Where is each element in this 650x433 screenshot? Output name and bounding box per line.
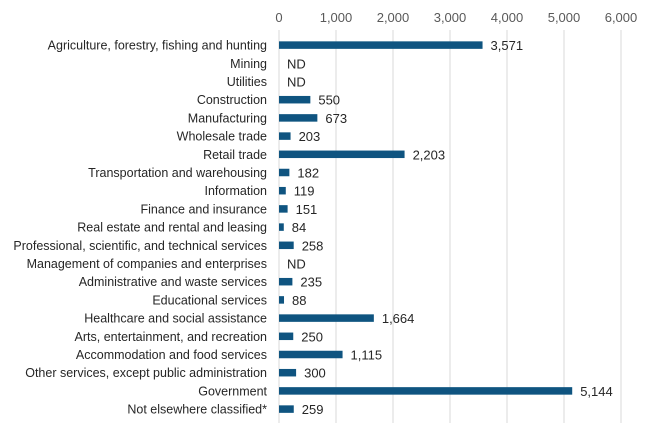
x-tick-label: 2,000: [377, 10, 410, 25]
bar: [279, 95, 311, 104]
category-label: Professional, scientific, and technical …: [13, 239, 267, 253]
bar: [279, 241, 294, 250]
category-label: Manufacturing: [188, 111, 267, 125]
category-label: Educational services: [152, 293, 267, 307]
value-label: 5,144: [580, 384, 613, 399]
x-tick-label: 4,000: [491, 10, 524, 25]
value-label: 2,203: [413, 147, 446, 162]
value-labels: 3,571 ND ND 550 673 203 2,203 182 119 151 84 258 ND 2…: [287, 38, 613, 417]
value-label: 203: [299, 129, 321, 144]
grid-lines: [278, 30, 622, 423]
category-label: Administrative and waste services: [79, 275, 267, 289]
value-label: 182: [297, 166, 319, 181]
bar: [279, 41, 483, 49]
bars: [279, 41, 573, 413]
value-label: ND: [287, 75, 306, 90]
category-label: Not elsewhere classified*: [127, 403, 267, 417]
value-label: 300: [304, 366, 326, 381]
category-label: Utilities: [227, 75, 267, 89]
category-label: Healthcare and social assistance: [84, 312, 267, 326]
value-label: ND: [287, 257, 306, 272]
bar: [279, 387, 573, 395]
bar: [279, 168, 290, 177]
category-label: Retail trade: [203, 148, 267, 162]
category-label: Management of companies and enterprises: [27, 257, 267, 271]
value-label: 151: [296, 202, 318, 217]
bar: [279, 223, 284, 231]
value-label: 250: [301, 329, 323, 344]
category-labels: Agriculture, forestry, fishing and hunti…: [13, 39, 267, 417]
category-label: Wholesale trade: [177, 130, 267, 144]
bar: [279, 132, 291, 140]
category-label: Accommodation and food services: [76, 348, 267, 362]
value-label: 259: [302, 402, 324, 417]
value-label: 1,115: [351, 348, 383, 363]
value-label: 1,664: [382, 311, 415, 326]
value-label: 88: [292, 293, 306, 308]
category-label: Mining: [230, 57, 267, 71]
x-tick-label: 0: [275, 10, 282, 25]
x-tick-label: 5,000: [548, 10, 581, 25]
category-label: Real estate and rental and leasing: [77, 221, 267, 235]
bar: [279, 350, 343, 359]
bar: [279, 405, 294, 413]
category-label: Government: [198, 384, 267, 398]
x-tick-label: 1,000: [320, 10, 353, 25]
bar: [279, 150, 405, 159]
x-tick-label: 3,000: [434, 10, 467, 25]
value-label: 119: [294, 184, 315, 199]
category-label: Construction: [197, 93, 267, 107]
value-label: ND: [287, 56, 306, 71]
category-label: Information: [204, 184, 267, 198]
bar: [279, 114, 318, 122]
bar: [279, 332, 294, 341]
bar: [279, 277, 293, 286]
category-label: Arts, entertainment, and recreation: [75, 330, 268, 344]
bar: [279, 314, 374, 322]
value-label: 550: [318, 93, 340, 108]
value-label: 84: [292, 220, 306, 235]
value-label: 235: [300, 275, 322, 290]
x-axis-ticks: 0 1,000 2,000 3,000 4,000 5,000 6,000: [275, 10, 637, 25]
value-label: 3,571: [491, 38, 524, 53]
category-label: Agriculture, forestry, fishing and hunti…: [48, 39, 267, 53]
category-label: Finance and insurance: [141, 202, 268, 216]
value-label: 258: [302, 238, 324, 253]
bar: [279, 368, 297, 377]
category-label: Transportation and warehousing: [88, 166, 267, 180]
category-label: Other services, except public administra…: [25, 366, 267, 380]
value-label: 673: [325, 111, 347, 126]
bar: [279, 205, 288, 213]
bar: [279, 186, 286, 195]
x-tick-label: 6,000: [605, 10, 638, 25]
bar: [279, 296, 285, 304]
